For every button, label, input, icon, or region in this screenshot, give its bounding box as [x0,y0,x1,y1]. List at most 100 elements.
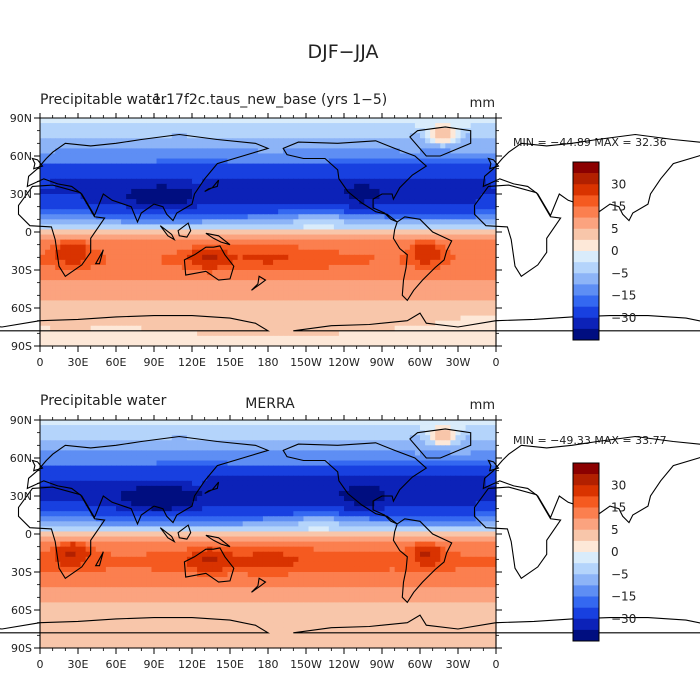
coastline-borneo [177,524,192,540]
x-tick-label: 150W [290,658,322,671]
colorbar-swatch [573,295,599,307]
colorbar-swatch [573,217,599,230]
y-tick-label: 90S [11,642,32,655]
colorbar-label: −5 [611,266,629,280]
coastline-africa [473,486,562,580]
colorbar-swatch [573,251,599,263]
x-tick-label: 90E [144,658,165,671]
panel-case-label: MERRA [245,396,295,412]
panel-variable-label: Precipitable water [40,393,167,409]
x-tick-label: 30E [68,658,89,671]
coastline-namerica [282,442,428,525]
x-tick-label: 0 [37,658,44,671]
x-tick-label: 90W [370,658,395,671]
colorbar: 30 15 5 0 −5 −15 −30 [572,161,636,341]
colorbar-label: 30 [611,177,626,191]
colorbar-label: 0 [611,244,619,258]
coastline-antarctica [0,617,270,648]
colorbar-swatch [573,328,599,341]
coastline-sumatra [159,225,176,242]
colorbar-swatch [573,552,599,564]
colorbar-swatch [573,317,599,330]
map-field [40,118,497,347]
colorbar-swatch [573,518,599,531]
coastline-eurasia [482,133,700,224]
panel-model: Precipitable water 1.17f2c.taus_new_base… [0,92,700,369]
coastline-uk [31,157,44,170]
colorbar-swatch [573,629,599,642]
coastline-uk [487,157,500,170]
y-tick-label: 60N [10,452,32,465]
map-field [40,420,497,649]
panel-obs: Precipitable water MERRA mm MIN = −49.33… [0,393,700,671]
coastline-japan [204,481,220,494]
colorbar-swatch [573,574,599,586]
colorbar-label: 15 [611,200,626,214]
colorbar-swatch [573,306,599,319]
x-tick-label: 30W [446,658,471,671]
colorbar-label: −5 [611,567,629,581]
colorbar-swatch [573,239,599,252]
coastline-eurasia [26,435,270,526]
panel-stats-label: MIN = −44.89 MAX = 32.36 [513,136,667,149]
x-tick-label: 180 [258,356,279,369]
x-tick-label: 30W [446,356,471,369]
coastline-greenland [409,428,472,459]
x-tick-label: 0 [37,356,44,369]
x-tick-label: 60E [106,658,127,671]
coastline-uk [31,459,44,472]
colorbar-swatch [573,507,599,519]
x-tick-label: 0 [493,658,500,671]
colorbar-swatch [573,284,599,296]
coastline-nz [251,275,267,291]
coastline-greenland [409,126,472,157]
colorbar-swatch [573,563,599,575]
colorbar-swatch [573,618,599,631]
x-tick-label: 120W [328,356,360,369]
coastline-samerica [392,216,453,302]
x-tick-label: 120E [178,356,206,369]
x-tick-label: 150W [290,356,322,369]
x-tick-label: 30E [68,356,89,369]
y-tick-label: 30N [10,188,32,201]
coastline-newguinea [205,232,231,246]
coastline-africa [17,184,106,278]
colorbar-label: 5 [611,222,619,236]
colorbar-swatch [573,463,599,475]
coastline-antarctica [0,315,270,346]
y-tick-label: 0 [25,226,32,239]
x-tick-label: 60E [106,356,127,369]
coastline-australia [183,245,235,281]
colorbar-swatch [573,184,599,196]
coastline-uk [487,459,500,472]
colorbar-label: 30 [611,478,626,492]
y-tick-label: 60S [11,604,32,617]
colorbar-swatch [573,596,599,608]
panel-stats-label: MIN = −49.33 MAX = 33.77 [513,434,667,447]
coastline-antarctica [293,614,700,648]
colorbar-label: 5 [611,523,619,537]
coastlines [0,428,700,648]
colorbar-label: −15 [611,289,636,303]
y-tick-label: 30N [10,490,32,503]
colorbar-swatch [573,195,599,207]
coastline-eurasia [26,133,270,224]
colorbar-frame [572,462,600,642]
coastline-borneo [177,222,192,238]
colorbar-frame [572,161,600,341]
colorbar-swatch [573,540,599,553]
colorbar-swatch [573,173,599,185]
panel-case-label: 1.17f2c.taus_new_base (yrs 1−5) [153,92,387,108]
colorbar-swatch [573,585,599,597]
y-tick-label: 90N [10,112,32,125]
x-tick-label: 90W [370,356,395,369]
coastline-africa [17,486,106,580]
coastline-newguinea [205,534,231,548]
x-tick-label: 150E [216,356,244,369]
coastlines [0,126,700,346]
x-tick-label: 90E [144,356,165,369]
x-tick-label: 180 [258,658,279,671]
x-tick-label: 150E [216,658,244,671]
colorbar-label: 0 [611,545,619,559]
